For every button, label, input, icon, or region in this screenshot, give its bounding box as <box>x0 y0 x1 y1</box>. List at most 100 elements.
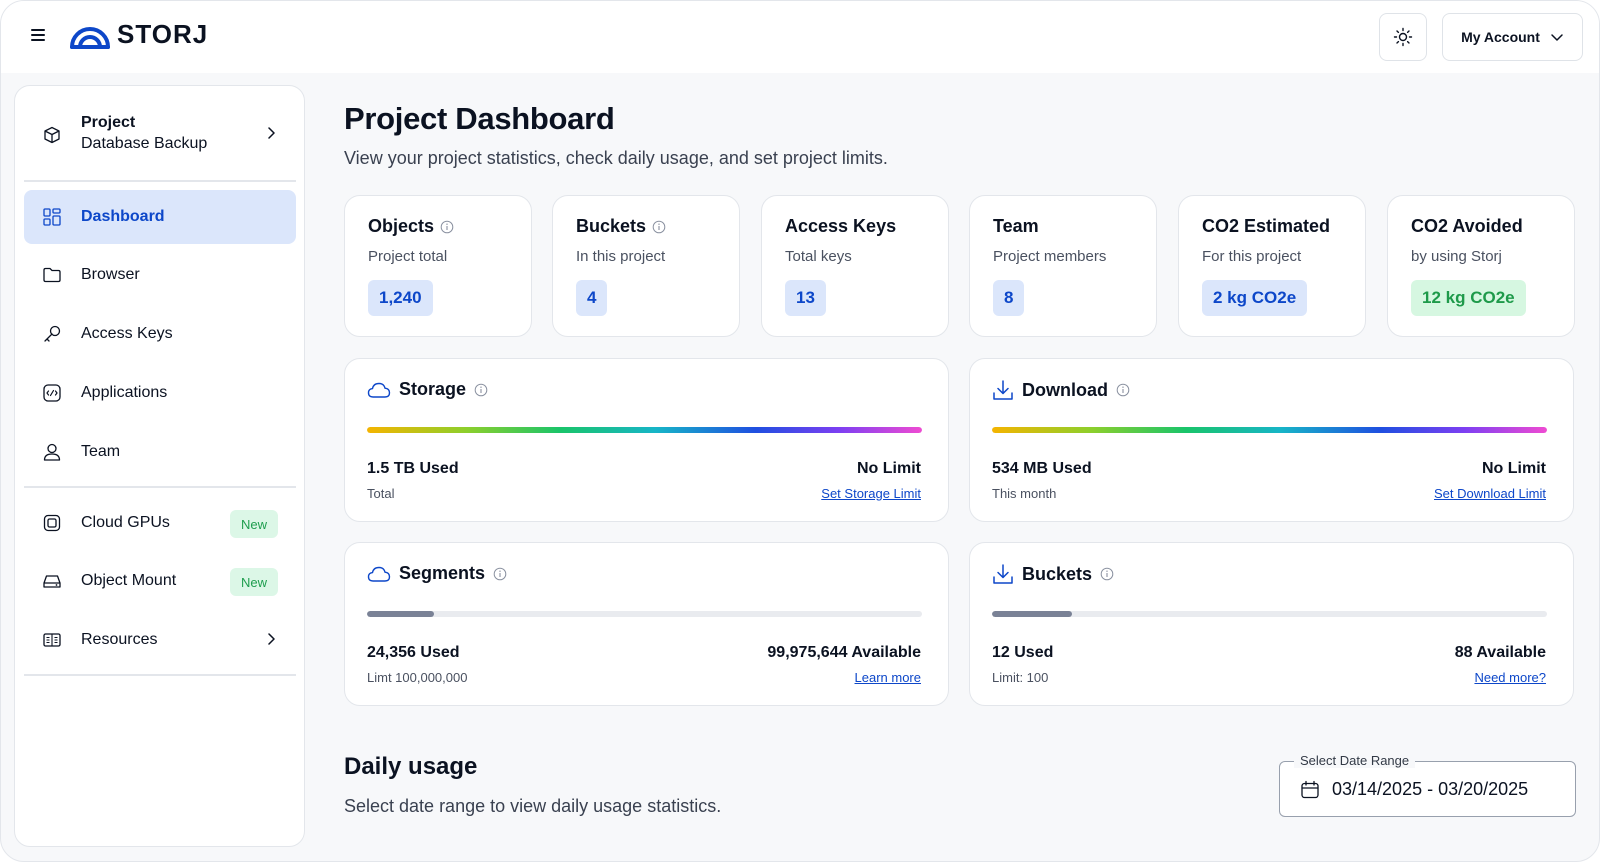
buckets-sub: Limit: 100 <box>992 670 1049 685</box>
segments-card: Segments 24,356 Used Limt 100,000,000 99… <box>344 542 949 706</box>
sun-icon <box>1393 27 1413 47</box>
sidebar-divider <box>24 180 296 182</box>
download-title: Download <box>1022 379 1108 400</box>
chevron-right-icon <box>268 127 275 139</box>
sidebar-item-label: Team <box>81 443 121 460</box>
storage-sub: Total <box>367 486 395 501</box>
sidebar-item-label: Browser <box>81 266 140 283</box>
cloud-icon <box>367 382 391 398</box>
sidebar-item-resources[interactable]: Resources <box>24 613 296 667</box>
segments-sub: Limt 100,000,000 <box>367 670 468 685</box>
stat-card-co2-avoided[interactable]: CO2 Avoided by using Storj 12 kg CO2e <box>1387 195 1575 337</box>
stat-title: CO2 Estimated <box>1202 216 1331 236</box>
segments-progress-bar <box>367 611 922 617</box>
segments-available: 99,975,644 Available <box>767 644 921 661</box>
stat-value: 4 <box>576 280 608 316</box>
set-storage-limit-link[interactable]: Set Storage Limit <box>821 486 921 501</box>
sidebar-item-cloud-gpus[interactable]: Cloud GPUs New <box>24 496 296 550</box>
stat-card-buckets[interactable]: Buckets In this project 4 <box>552 195 740 337</box>
stat-subtitle: Project members <box>993 248 1107 265</box>
sidebar-divider <box>24 674 296 676</box>
need-more-link[interactable]: Need more? <box>1474 670 1546 685</box>
date-range-value: 03/14/2025 - 03/20/2025 <box>1332 779 1529 799</box>
sidebar-divider <box>24 486 296 488</box>
app-icon <box>43 384 61 402</box>
storage-title: Storage <box>399 379 467 399</box>
folder-icon <box>43 267 61 283</box>
user-icon <box>43 443 61 461</box>
info-icon[interactable] <box>1100 567 1114 581</box>
chevron-down-icon <box>1551 34 1563 41</box>
stat-title: Access Keys <box>785 216 897 236</box>
sidebar-item-browser[interactable]: Browser <box>24 248 296 302</box>
buckets-progress-fill <box>992 611 1073 617</box>
cpu-icon <box>43 514 61 532</box>
sidebar-item-label: Dashboard <box>81 208 165 225</box>
project-selector[interactable]: Project Database Backup <box>15 86 304 184</box>
new-badge: New <box>229 510 278 538</box>
book-icon <box>43 633 61 647</box>
sidebar-item-label: Access Keys <box>81 325 173 342</box>
stat-subtitle: For this project <box>1202 248 1302 265</box>
info-icon[interactable] <box>474 383 488 397</box>
info-icon[interactable] <box>1116 383 1130 397</box>
cloud-icon <box>367 566 391 582</box>
stat-card-objects[interactable]: Objects Project total 1,240 <box>344 195 532 337</box>
page-subtitle: View your project statistics, check dail… <box>344 148 888 168</box>
logo-text: STORJ <box>117 19 209 49</box>
set-download-limit-link[interactable]: Set Download Limit <box>1434 486 1546 501</box>
info-icon[interactable] <box>493 567 507 581</box>
download-sub: This month <box>992 486 1057 501</box>
info-icon[interactable] <box>440 220 454 234</box>
theme-toggle-button[interactable] <box>1379 13 1427 61</box>
sidebar-item-label: Applications <box>81 384 168 401</box>
project-name: Database Backup <box>81 135 208 152</box>
logo[interactable]: STORJ <box>69 19 208 50</box>
stat-card-co2-estimated[interactable]: CO2 Estimated For this project 2 kg CO2e <box>1178 195 1366 337</box>
stat-card-team[interactable]: Team Project members 8 <box>969 195 1157 337</box>
date-range-picker[interactable]: Select Date Range 03/14/2025 - 03/20/202… <box>1279 753 1576 817</box>
stat-subtitle: Project total <box>368 248 448 265</box>
sidebar-item-object-mount[interactable]: Object Mount New <box>24 554 296 608</box>
key-icon <box>44 325 61 342</box>
download-progress-fill <box>992 427 1547 433</box>
storage-progress-bar <box>367 427 922 433</box>
learn-more-link[interactable]: Learn more <box>854 670 921 685</box>
new-badge: New <box>229 568 278 596</box>
download-progress-bar <box>992 427 1547 433</box>
menu-icon[interactable] <box>29 26 51 48</box>
box-icon <box>44 126 60 144</box>
sidebar-item-label: Object Mount <box>81 572 177 589</box>
storage-card: Storage 1.5 TB Used Total No Limit Set S… <box>344 358 949 522</box>
top-bar: STORJ My Account <box>1 1 1599 73</box>
project-label: Project <box>81 114 136 131</box>
sidebar: Project Database Backup Dashboard Browse… <box>14 85 305 847</box>
my-account-label: My Account <box>1461 29 1540 45</box>
download-card: Download 534 MB Used This month No Limit… <box>969 358 1574 522</box>
stat-title: Objects <box>368 216 435 236</box>
stat-subtitle: by using Storj <box>1411 248 1502 265</box>
stat-card-access-keys[interactable]: Access Keys Total keys 13 <box>761 195 949 337</box>
info-icon[interactable] <box>652 220 666 234</box>
daily-usage-title: Daily usage <box>344 753 478 780</box>
segments-used: 24,356 Used <box>367 644 460 661</box>
stat-value: 13 <box>785 280 826 316</box>
sidebar-item-dashboard[interactable]: Dashboard <box>24 190 296 244</box>
buckets-available: 88 Available <box>1454 644 1546 661</box>
my-account-button[interactable]: My Account <box>1442 13 1583 61</box>
storage-used: 1.5 TB Used <box>367 460 459 477</box>
storj-logo-icon <box>70 26 110 49</box>
stat-value: 12 kg CO2e <box>1411 280 1526 316</box>
daily-usage-subtitle: Select date range to view daily usage st… <box>344 796 722 816</box>
sidebar-item-team[interactable]: Team <box>24 425 296 479</box>
segments-progress-fill <box>367 611 434 617</box>
date-range-label: Select Date Range <box>1294 753 1416 768</box>
buckets-used: 12 Used <box>992 644 1054 661</box>
dashboard-icon <box>43 208 61 226</box>
sidebar-item-applications[interactable]: Applications <box>24 366 296 420</box>
sidebar-item-access-keys[interactable]: Access Keys <box>24 307 296 361</box>
sidebar-item-label: Cloud GPUs <box>81 514 170 531</box>
stat-subtitle: Total keys <box>785 248 852 265</box>
buckets-progress-bar <box>992 611 1547 617</box>
